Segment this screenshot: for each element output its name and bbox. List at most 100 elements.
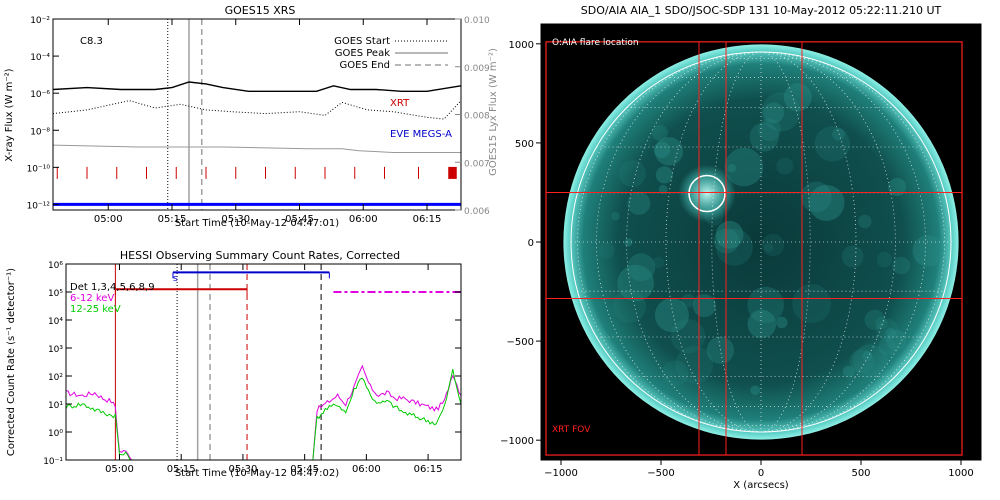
solar-texture-blob [617, 264, 654, 302]
aia-xtick-label: 0 [758, 468, 764, 479]
solar-texture-blob [747, 286, 784, 324]
hessi-xtick-label: 06:15 [414, 464, 443, 475]
hessi-panel: HESSI Observing Summary Count Rates, Cor… [6, 249, 462, 479]
goes-ytick-left-label: 10⁻⁸ [30, 127, 50, 137]
solar-texture-blob [886, 329, 907, 351]
goes-xtick-label: 05:45 [285, 214, 314, 225]
goes-xrs-panel: GOES15 XRS C8.3 GOES Start GOES Peak GOE… [4, 4, 499, 229]
solar-texture-blob [912, 235, 944, 267]
solar-texture-blob [864, 309, 885, 330]
goes-xtick-label: 06:00 [349, 214, 378, 225]
aia-xtick-label: 1000 [948, 468, 973, 479]
legend-det: Det 1,3,4,5,6,8,9 [70, 282, 155, 293]
goes-legend: GOES Start GOES Peak GOES End [334, 36, 448, 71]
xrt-fov [545, 41, 963, 456]
hessi-data-layer [66, 264, 461, 460]
aia-flare-location-label: O:AIA flare location [552, 38, 639, 48]
solar-texture-blob [862, 351, 873, 362]
legend-goes-peak: GOES Peak [335, 48, 390, 59]
hessi-ytick-label: 10⁵ [48, 289, 63, 299]
solar-texture [598, 83, 944, 396]
hessi-title: HESSI Observing Summary Count Rates, Cor… [120, 249, 400, 262]
hessi-xtick-label: 05:45 [290, 464, 319, 475]
longitude-line [760, 51, 945, 433]
legend-6-12kev: 6-12 keV [70, 293, 114, 304]
hessi-ytick-label: 10⁴ [48, 317, 63, 327]
xrt-fov-label: XRT FOV [552, 425, 591, 435]
solar-texture-blob [892, 256, 910, 275]
aia-title: SDO/AIA AIA_1 SDO/JSOC-SDP 131 10-May-20… [581, 4, 942, 17]
aia-ytick-label: 1000 [509, 40, 534, 51]
xrt-observation-block [448, 166, 457, 179]
goes-ytick-left-label: 10⁻⁴ [30, 53, 50, 63]
solar-texture-blob [681, 293, 696, 308]
goes-xtick-label: 05:30 [221, 214, 250, 225]
solar-texture-blob [692, 294, 717, 318]
xrt-fov-box [545, 41, 963, 456]
solar-texture-blob [858, 214, 872, 229]
heliographic-grid [571, 51, 951, 433]
solar-texture-blob [885, 328, 897, 339]
solar-texture-blob [776, 316, 788, 329]
solar-texture-blob [874, 316, 888, 330]
goes-title: GOES15 XRS [225, 4, 296, 17]
aia-xlabel: X (arcsecs) [733, 480, 789, 491]
longitude-line [760, 51, 811, 433]
solar-texture-blob [808, 184, 845, 221]
goes-ytick-left-label: 10⁻¹² [27, 201, 51, 211]
solar-texture-blob [716, 228, 753, 266]
solar-texture-blob [841, 245, 864, 268]
goes-ytick-left-label: 10⁻¹⁰ [27, 164, 51, 174]
solar-texture-blob [776, 157, 794, 175]
solar-texture-blob [627, 253, 656, 282]
goes-long-flux-line [53, 81, 461, 93]
solar-texture-blob [619, 160, 646, 188]
goes-xtick-label: 06:15 [413, 214, 442, 225]
solar-texture-blob [749, 122, 779, 152]
goes-xlabel: Start Time (10-May-12 04:47:01) [175, 218, 339, 229]
hessi-legend: Det 1,3,4,5,6,8,9 6-12 keV 12-25 keV [70, 282, 155, 315]
goes-lyx-flux-line [53, 144, 461, 153]
aia-axes: −1000 −500 0 500 1000 1000 500 0 −500 −1000 [500, 40, 974, 479]
solar-texture-blob [724, 147, 764, 187]
solar-disk [563, 44, 959, 440]
goes-ylabel-right: GOES15 Lyx Flux (W m⁻²) [488, 48, 499, 176]
aia-ytick-label: −1000 [500, 436, 534, 447]
solar-texture-blob [654, 137, 684, 166]
solar-texture-blob [842, 365, 855, 378]
solar-texture-blob [627, 191, 651, 215]
solar-texture-blob [727, 163, 736, 173]
flare-brightening [678, 164, 736, 223]
aia-ytick-label: −500 [507, 337, 534, 348]
goes-ytick-right-label: 0.010 [464, 16, 490, 26]
longitude-line [596, 51, 762, 433]
aia-xtick-label: −1000 [544, 468, 578, 479]
hessi-xtick-label: 06:00 [352, 464, 381, 475]
solar-texture-blob [876, 251, 893, 268]
solar-texture-blob [888, 178, 907, 196]
hessi-12-25kev-line [66, 368, 461, 460]
aia-ytick-label: 0 [528, 238, 534, 249]
goes-xtick-label: 05:15 [158, 214, 187, 225]
hessi-axes: 05:00 05:15 05:30 05:45 06:00 06:15 10⁶ 10⁵ 10⁴ 1… [43, 261, 461, 475]
hessi-plot-area [66, 264, 461, 460]
solar-texture-blob [655, 166, 674, 184]
goes-short-flux-line [53, 100, 461, 120]
hessi-ytick-label: 10¹ [48, 401, 63, 411]
solar-texture-blob [675, 345, 714, 384]
solar-texture-blob [761, 233, 785, 257]
hessi-ylabel: Corrected Count Rate (s⁻¹ detector⁻¹) [6, 268, 17, 456]
longitude-line [577, 51, 762, 433]
goes-xtick-label: 05:00 [94, 214, 123, 225]
hessi-ytick-label: 10⁻¹ [43, 457, 63, 467]
solar-texture-blob [747, 309, 777, 339]
solar-texture-blob [832, 128, 845, 141]
hessi-plot-frame [65, 263, 462, 461]
solar-texture-blob [800, 181, 832, 213]
goes-class-annotation: C8.3 [80, 36, 103, 47]
goes-ytick-right-label: 0.006 [464, 207, 490, 217]
longitude-line [711, 51, 762, 433]
hessi-xlabel: Start Time (10-May-12 04:47:02) [175, 468, 339, 479]
